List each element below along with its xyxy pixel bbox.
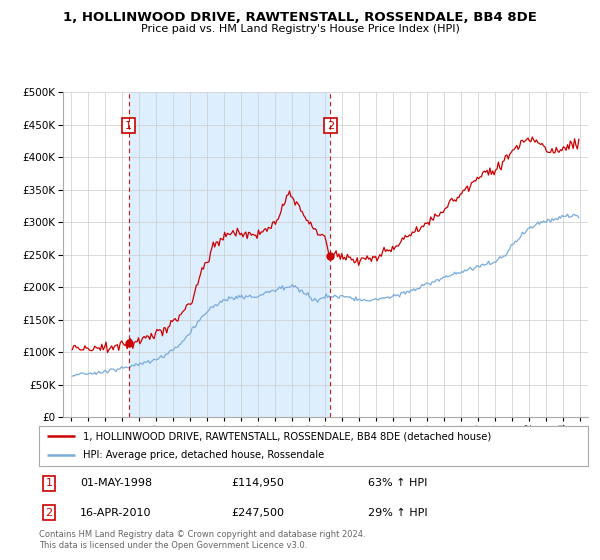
Text: 2: 2 — [46, 508, 52, 518]
Text: £247,500: £247,500 — [231, 508, 284, 518]
Text: Price paid vs. HM Land Registry's House Price Index (HPI): Price paid vs. HM Land Registry's House … — [140, 24, 460, 34]
Bar — [128, 92, 331, 417]
Text: Contains HM Land Registry data © Crown copyright and database right 2024.
This d: Contains HM Land Registry data © Crown c… — [39, 530, 365, 550]
Text: HPI: Average price, detached house, Rossendale: HPI: Average price, detached house, Ross… — [83, 450, 324, 460]
Text: £114,950: £114,950 — [231, 478, 284, 488]
Text: 1, HOLLINWOOD DRIVE, RAWTENSTALL, ROSSENDALE, BB4 8DE (detached house): 1, HOLLINWOOD DRIVE, RAWTENSTALL, ROSSEN… — [83, 432, 491, 441]
Text: 29% ↑ HPI: 29% ↑ HPI — [368, 508, 428, 518]
Text: 2: 2 — [327, 120, 334, 130]
Text: 1, HOLLINWOOD DRIVE, RAWTENSTALL, ROSSENDALE, BB4 8DE: 1, HOLLINWOOD DRIVE, RAWTENSTALL, ROSSEN… — [63, 11, 537, 24]
Text: 1: 1 — [125, 120, 132, 130]
Text: 1: 1 — [46, 478, 52, 488]
Text: 01-MAY-1998: 01-MAY-1998 — [80, 478, 152, 488]
Text: 16-APR-2010: 16-APR-2010 — [80, 508, 152, 518]
Text: 63% ↑ HPI: 63% ↑ HPI — [368, 478, 428, 488]
